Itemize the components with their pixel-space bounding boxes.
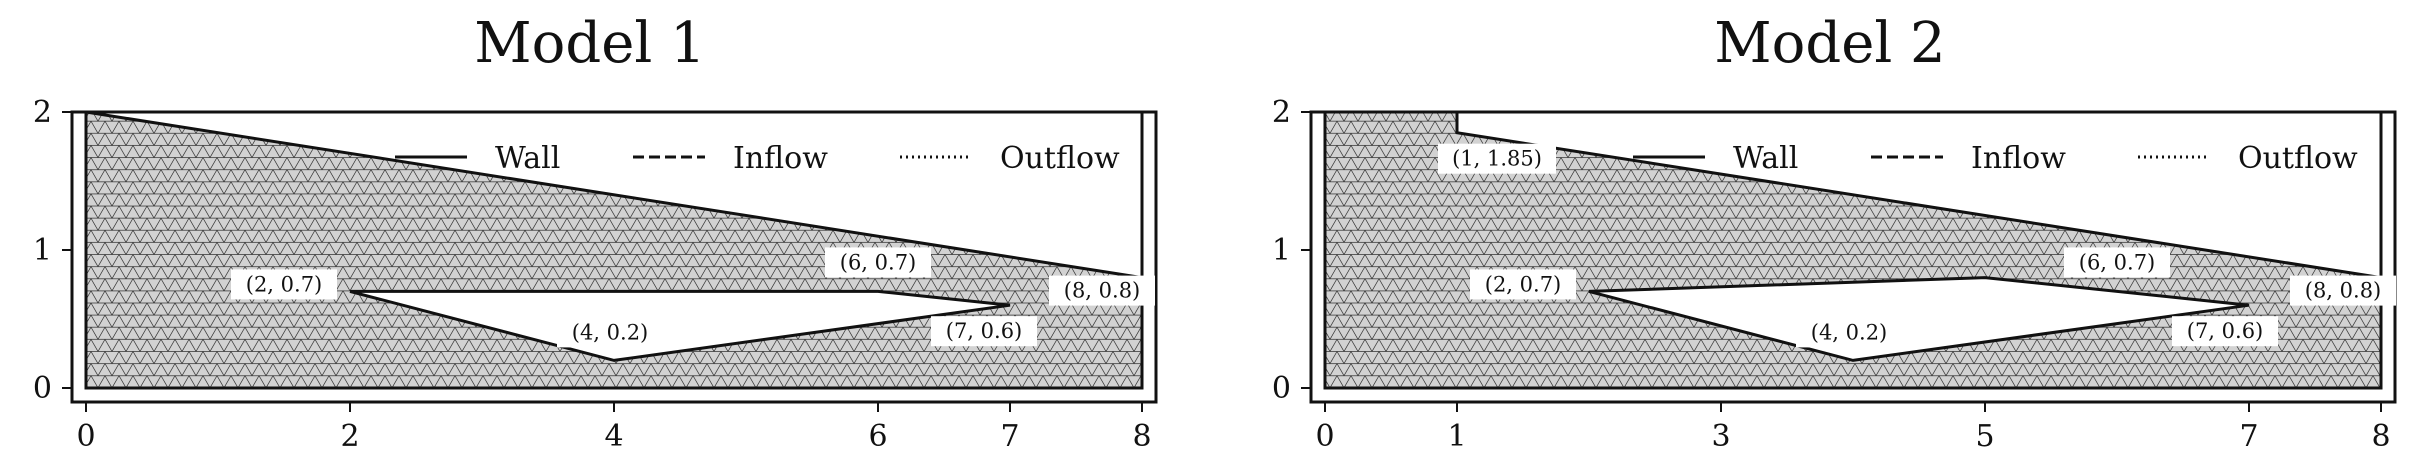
- point-label: (8, 0.8): [2305, 279, 2382, 303]
- y-tick-label: 2: [1272, 95, 1291, 130]
- point-label: (2, 0.7): [246, 272, 323, 296]
- point-label: (6, 0.7): [840, 250, 917, 274]
- x-tick-label: 3: [1711, 419, 1730, 454]
- point-label-bg: [825, 247, 931, 278]
- point-label-bg: [1438, 143, 1556, 174]
- x-tick-label: 4: [604, 419, 623, 454]
- y-tick-label: 1: [1272, 233, 1291, 268]
- x-tick-label: 8: [1132, 419, 1151, 454]
- point-label-bg: [1796, 317, 1902, 348]
- panel-title: Model 1: [474, 11, 705, 76]
- legend-wall-label: Wall: [1733, 141, 1798, 176]
- point-label-bg: [931, 316, 1037, 347]
- legend-wall-label: Wall: [495, 141, 560, 176]
- x-tick-label: 7: [1000, 419, 1019, 454]
- x-tick-label: 0: [76, 419, 95, 454]
- point-label: (4, 0.2): [1811, 320, 1888, 344]
- mesh-domain: [1325, 112, 2381, 388]
- panel-model-2: Model 2 0 1 3 5 7 8 0 1 2 (1, 1.85) (2, 0.7) (6, 0.…: [1272, 11, 2397, 454]
- legend-outflow-label: Outflow: [2238, 141, 2358, 176]
- point-label-bg: [557, 317, 663, 348]
- point-label: (7, 0.6): [946, 319, 1023, 343]
- point-label: (7, 0.6): [2187, 319, 2264, 343]
- point-label-bg: [231, 269, 337, 300]
- y-tick-label: 0: [1272, 371, 1291, 406]
- x-tick-label: 0: [1315, 419, 1334, 454]
- wall-boundary: [85, 110, 1143, 280]
- x-tick-label: 7: [2239, 419, 2258, 454]
- x-tick-label: 5: [1975, 419, 1994, 454]
- legend: Wall Inflow Outflow: [395, 141, 1120, 176]
- x-tick-label: 8: [2371, 419, 2390, 454]
- mesh-domain: [86, 112, 1142, 388]
- panel-title: Model 2: [1714, 11, 1945, 76]
- x-tick-label: 1: [1447, 419, 1466, 454]
- wall-boundary: [1588, 276, 2250, 362]
- legend-inflow-label: Inflow: [733, 141, 828, 176]
- legend-outflow-label: Outflow: [1000, 141, 1120, 176]
- y-tick-label: 2: [33, 95, 52, 130]
- x-tick-label: 6: [868, 419, 887, 454]
- point-label: (8, 0.8): [1064, 279, 1141, 303]
- x-tick-label: 2: [340, 419, 359, 454]
- y-tick-label: 1: [33, 233, 52, 268]
- point-label: (4, 0.2): [572, 320, 649, 344]
- point-label-bg: [2172, 316, 2278, 347]
- point-label-bg: [1470, 269, 1576, 300]
- y-tick-label: 0: [33, 371, 52, 406]
- axes-border: [1309, 110, 2397, 404]
- legend-inflow-label: Inflow: [1971, 141, 2066, 176]
- point-label: (1, 1.85): [1452, 147, 1542, 171]
- point-label-bg: [1049, 275, 1155, 306]
- point-label-bg: [2064, 247, 2170, 278]
- axis-1: 0 2 4 6 7 8 0 1 2 (2, 0.7) (6, 0.7) (8, 0.8) (7, 0.6…: [33, 95, 1158, 454]
- point-label: (2, 0.7): [1485, 272, 1562, 296]
- point-label-bg: [2290, 275, 2396, 306]
- point-label: (6, 0.7): [2079, 250, 2156, 274]
- panel-model-1: Model 1 0 2 4 6 7 8 0 1 2 (2, 0.7) (6, 0.7) (8, 0.8…: [33, 11, 1158, 454]
- axis-2: 0 1 3 5 7 8 0 1 2 (1, 1.85) (2, 0.7) (6, 0.7) (8, 0.…: [1272, 95, 2397, 454]
- legend: Wall Inflow Outflow: [1633, 141, 2358, 176]
- wall-boundary: [349, 289, 1011, 362]
